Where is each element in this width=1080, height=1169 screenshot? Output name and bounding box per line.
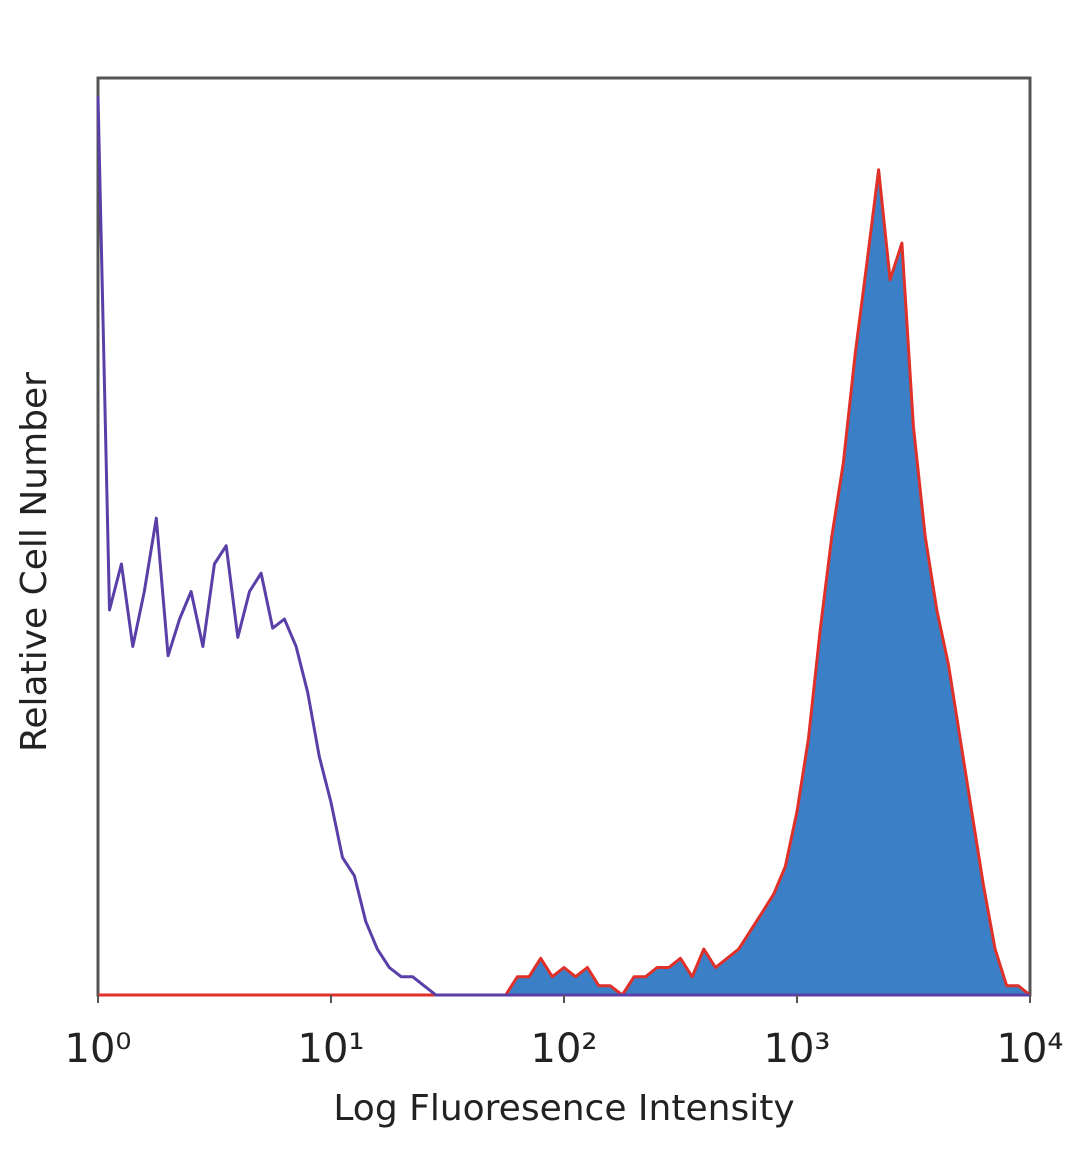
x-tick-label: 10³ — [764, 1026, 831, 1072]
histogram-area — [98, 169, 1030, 995]
x-tick-label: 10⁰ — [65, 1026, 132, 1072]
histogram-line — [98, 168, 1031, 997]
x-axis-title: Log Fluoresence Intensity — [333, 1088, 794, 1129]
x-tick-label: 10² — [531, 1026, 598, 1072]
y-axis-title: Relative Cell Number — [14, 372, 55, 752]
x-tick-label: 10¹ — [298, 1026, 365, 1072]
x-tick-label: 10⁴ — [997, 1026, 1064, 1072]
